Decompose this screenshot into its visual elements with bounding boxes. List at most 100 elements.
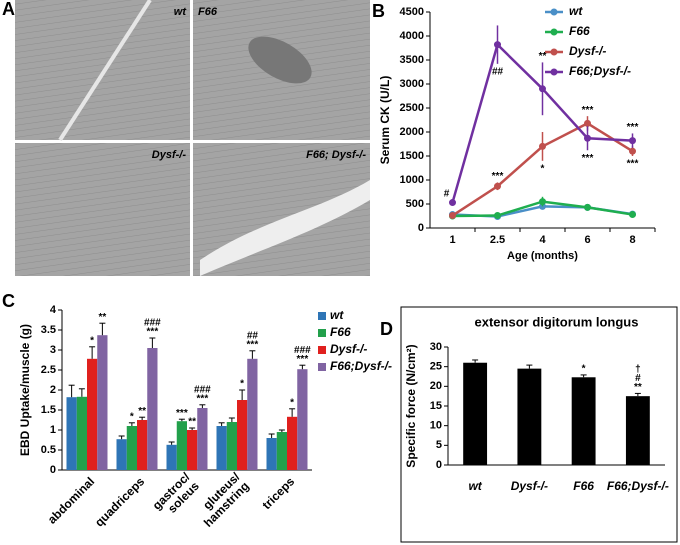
y-tick-label: 1500	[400, 150, 424, 162]
y-axis-title: Serum CK (U/L)	[378, 76, 392, 165]
micrograph	[15, 0, 190, 140]
point	[629, 147, 636, 155]
point	[494, 41, 501, 49]
y-tick-label: 5	[436, 439, 442, 451]
y-tick-label: 30	[430, 341, 442, 353]
bar	[247, 358, 258, 470]
y-tick-label: 25	[430, 361, 442, 373]
significance-label: *	[541, 163, 545, 174]
point	[584, 203, 591, 211]
x-tick-label: Dysf-/-	[511, 479, 548, 493]
x-tick-label: 8	[629, 234, 635, 246]
significance-label: *	[130, 411, 134, 422]
legend-label: F66;Dysf-/-	[330, 359, 392, 373]
legend-label: Dysf-/-	[330, 342, 367, 356]
x-tick-label: F66;Dysf-/-	[607, 479, 669, 493]
bar	[126, 426, 137, 470]
significance-label: ***	[247, 339, 259, 350]
micrograph	[15, 143, 190, 276]
significance-label: **	[539, 51, 547, 62]
legend-swatch	[550, 28, 558, 36]
significance-label: *	[290, 397, 294, 408]
x-tick-label: gastroc/soleus	[150, 469, 203, 522]
y-tick-label: 4500	[400, 6, 424, 18]
legend-swatch	[550, 68, 558, 76]
bar	[571, 377, 596, 465]
significance-label: #	[444, 188, 450, 199]
legend-label: Dysf-/-	[569, 44, 606, 58]
bar	[97, 335, 108, 470]
point	[584, 119, 591, 127]
significance-label: ***	[147, 327, 159, 338]
legend-label: wt	[330, 308, 344, 322]
y-tick-label: 3.5	[41, 324, 56, 336]
point	[629, 137, 636, 145]
bar	[76, 396, 87, 470]
y-tick-label: 3	[50, 344, 56, 356]
legend-swatch	[318, 346, 326, 354]
y-axis-title: EBD Uptake/muscle (g)	[18, 324, 32, 456]
legend-swatch	[550, 48, 558, 56]
significance-label: **	[138, 406, 146, 417]
y-tick-label: 3500	[400, 54, 424, 66]
legend-label: F66;Dysf-/-	[569, 64, 631, 78]
legend-swatch	[550, 8, 558, 16]
bar	[276, 432, 287, 470]
legend-label: F66	[569, 24, 590, 38]
y-tick-label: 3000	[400, 78, 424, 90]
significance-label: ***	[176, 408, 188, 419]
y-tick-label: 0	[436, 459, 442, 471]
significance-label: ***	[627, 122, 639, 133]
image-label: F66; Dysf-/-	[306, 149, 366, 161]
bar	[187, 430, 198, 470]
y-tick-label: 1	[50, 424, 56, 436]
significance-label: ###	[294, 345, 311, 356]
bar	[216, 426, 227, 470]
x-tick-label: 1	[449, 234, 455, 246]
significance-label: *	[90, 335, 94, 346]
significance-label: *	[582, 364, 586, 375]
bar	[517, 368, 542, 465]
image-label: wt	[174, 6, 188, 18]
y-tick-label: 2	[50, 384, 56, 396]
micrograph-feature	[58, 0, 152, 142]
panel-label: D	[380, 319, 393, 339]
panel-label: B	[372, 1, 385, 21]
x-tick-label: gluteus/hamstring	[192, 469, 253, 530]
y-tick-label: 4000	[400, 30, 424, 42]
bar	[116, 439, 127, 470]
bar	[197, 408, 208, 470]
y-tick-label: 0	[50, 464, 56, 476]
point	[539, 85, 546, 93]
significance-label: ***	[492, 171, 504, 182]
bar	[297, 369, 308, 470]
y-tick-label: 1000	[400, 174, 424, 186]
x-axis-title: Age (months)	[507, 250, 578, 262]
bar	[266, 438, 277, 470]
panel-label: C	[2, 291, 15, 311]
y-tick-label: 4	[50, 304, 57, 316]
significance-label: *	[240, 379, 244, 390]
y-tick-label: 20	[430, 380, 442, 392]
bar	[226, 422, 237, 470]
significance-label: ###	[194, 384, 211, 395]
bar	[137, 420, 148, 470]
x-tick-label: abdominal	[45, 474, 97, 526]
y-tick-label: 10	[430, 420, 442, 432]
significance-label: ##	[492, 66, 504, 77]
micrograph-feature	[200, 180, 370, 276]
x-tick-label: 4	[539, 234, 546, 246]
significance-label: ***	[297, 354, 309, 365]
y-tick-label: 2000	[400, 126, 424, 138]
chart-title: extensor digitorum longus	[475, 314, 639, 329]
panel-label: A	[2, 0, 15, 19]
y-tick-label: 2500	[400, 102, 424, 114]
image-label: F66	[198, 6, 218, 18]
bar	[87, 358, 98, 470]
x-tick-label: 6	[584, 234, 590, 246]
point	[629, 211, 636, 219]
point	[539, 198, 546, 206]
significance-label: ##	[247, 330, 259, 341]
x-tick-label: 2.5	[490, 234, 505, 246]
legend-swatch	[318, 312, 326, 320]
